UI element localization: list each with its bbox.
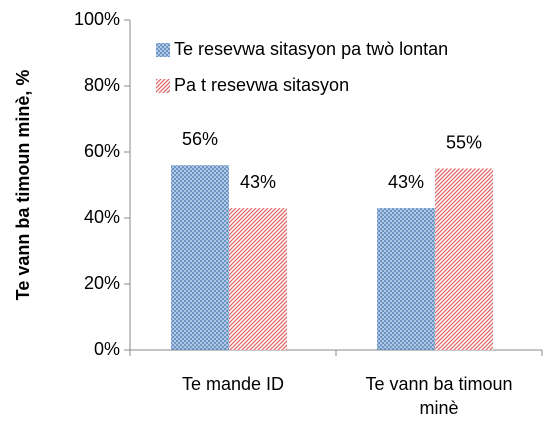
value-label: 55%	[446, 132, 482, 152]
value-label: 43%	[388, 172, 424, 192]
bar	[435, 168, 493, 350]
value-label: 43%	[240, 172, 276, 192]
legend-swatch	[156, 79, 170, 93]
y-tick-label: 20%	[84, 273, 120, 293]
bar	[377, 208, 435, 350]
y-tick-label: 80%	[84, 75, 120, 95]
legend-swatch	[156, 43, 170, 57]
x-tick-label: Te vann ba timoun minè	[365, 374, 513, 418]
value-label: 56%	[182, 129, 218, 149]
y-tick-label: 60%	[84, 141, 120, 161]
y-tick-label: 0%	[94, 339, 120, 359]
x-tick-label: Te mande ID	[181, 374, 285, 394]
bar	[229, 208, 287, 350]
y-tick-label: 100%	[74, 9, 120, 29]
y-axis-label: Te vann ba timoun minè, %	[13, 70, 33, 301]
legend-label: Pa t resevwa sitasyon	[174, 75, 349, 95]
bar	[171, 165, 229, 350]
legend-label: Te resevwa sitasyon pa twò lontan	[174, 39, 448, 59]
y-tick-label: 40%	[84, 207, 120, 227]
